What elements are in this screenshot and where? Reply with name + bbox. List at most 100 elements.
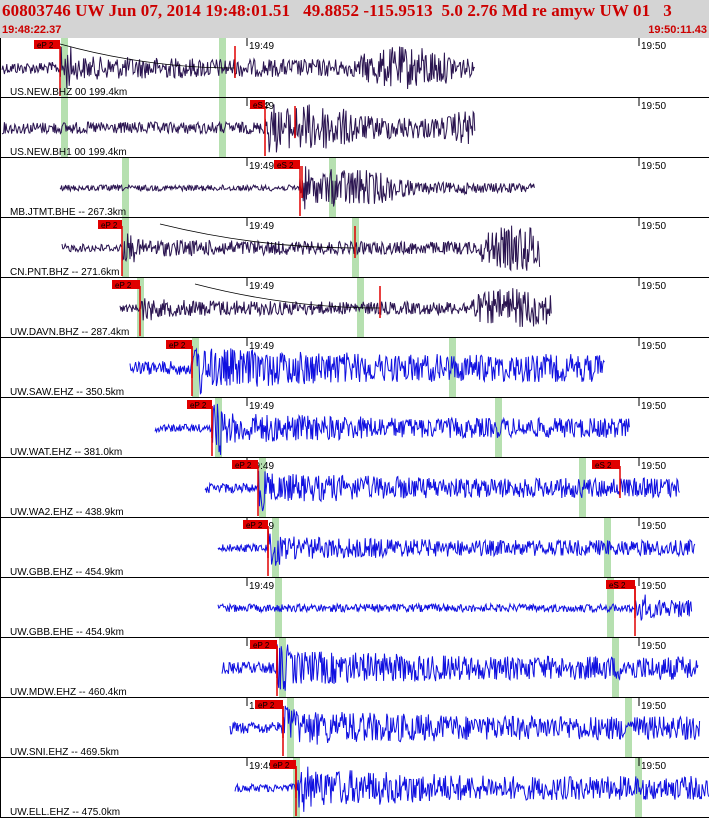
station-label: UW.MDW.EHZ -- 460.4km bbox=[10, 687, 127, 698]
pick-flag[interactable] bbox=[270, 760, 296, 769]
minute-label: 19:50 bbox=[641, 461, 666, 472]
seismogram-plot[interactable]: 19:49 19:50 eP 2 US.NEW.BHZ 00 199.4km 19:49… bbox=[0, 38, 709, 818]
station-label: UW.WAT.EHZ -- 381.0km bbox=[10, 447, 122, 458]
minute-label: 19:49 bbox=[249, 281, 274, 292]
waveform-trace bbox=[1, 46, 475, 90]
travel-time-curve bbox=[59, 43, 236, 69]
minute-label: 19:50 bbox=[641, 161, 666, 172]
minute-label: 19:50 bbox=[641, 761, 666, 772]
waveform-trace bbox=[61, 225, 541, 272]
trace-panel[interactable]: 19:49 19:50 eP 2 CN.PNT.BHZ -- 271.6km bbox=[0, 218, 709, 278]
pick-flag-label: eP 2 bbox=[258, 701, 275, 710]
pick-flag[interactable] bbox=[243, 520, 268, 529]
pick-flag-label: eP 2 bbox=[101, 221, 118, 230]
minute-label: 19:49 bbox=[249, 221, 274, 232]
pick-flag[interactable] bbox=[255, 700, 283, 709]
pick-flag-label: eP 2 bbox=[169, 341, 186, 350]
minute-label: 19:50 bbox=[641, 41, 666, 52]
pick-flag[interactable] bbox=[34, 40, 60, 49]
time-start-label: 19:48:22.37 bbox=[2, 24, 62, 36]
trace-panel[interactable]: 19:49 19:50 eP 2 UW.ELL.EHZ -- 475.0km bbox=[0, 758, 709, 818]
minute-label: 19:49 bbox=[249, 161, 274, 172]
time-window-marker bbox=[259, 458, 266, 518]
station-label: UW.SNI.EHZ -- 469.5km bbox=[10, 747, 119, 758]
station-label: MB.JTMT.BHE -- 267.3km bbox=[10, 207, 126, 218]
pick-flag-label: eP 2 bbox=[235, 461, 252, 470]
time-window-marker bbox=[61, 98, 68, 158]
pick-flag[interactable] bbox=[232, 460, 258, 469]
waveform-trace bbox=[217, 594, 693, 621]
minute-label: 19:49 bbox=[249, 341, 274, 352]
trace-panel[interactable]: 19:49 19:50 eS 2 MB.JTMT.BHE -- 267.3km bbox=[0, 158, 709, 218]
pick-flag[interactable] bbox=[166, 340, 192, 349]
minute-label: 19:50 bbox=[641, 401, 666, 412]
waveform-trace bbox=[229, 705, 701, 745]
waveform-trace bbox=[59, 166, 535, 210]
station-label: US.NEW.BHZ 00 199.4km bbox=[10, 87, 127, 98]
trace-panel[interactable]: 19:49 19:50 eP 2 UW.WAT.EHZ -- 381.0km bbox=[0, 398, 709, 458]
station-label: UW.WA2.EHZ -- 438.9km bbox=[10, 507, 124, 518]
minute-label: 19:50 bbox=[641, 581, 666, 592]
minute-label: 19:49 bbox=[249, 401, 274, 412]
pick-flag[interactable] bbox=[592, 460, 620, 469]
time-end-label: 19:50:11.43 bbox=[648, 24, 707, 36]
minute-label: 19:49 bbox=[249, 41, 274, 52]
trace-panel[interactable]: 19:49 19:50 eP 2 UW.SAW.EHZ -- 350.5km bbox=[0, 338, 709, 398]
waveform-trace bbox=[204, 470, 680, 512]
station-label: UW.SAW.EHZ -- 350.5km bbox=[10, 387, 124, 398]
pick-flag-label: eP 2 bbox=[190, 401, 207, 410]
pick-flag-label: eP 2 bbox=[246, 521, 263, 530]
time-window-marker bbox=[495, 398, 502, 458]
travel-time-curve bbox=[159, 223, 356, 249]
pick-flag[interactable] bbox=[250, 640, 277, 649]
minute-label: 19:49 bbox=[249, 581, 274, 592]
pick-flag-label: eP 2 bbox=[253, 641, 270, 650]
minute-label: 19:49 bbox=[249, 761, 274, 772]
pick-flag[interactable] bbox=[274, 160, 300, 169]
station-label: UW.GBB.EHE -- 454.9km bbox=[10, 627, 124, 638]
trace-panel[interactable]: 19:49 19:50 eS 2 UW.GBB.EHE -- 454.9km bbox=[0, 578, 709, 638]
trace-panel[interactable]: 19:49 19:50 eP 2 eS 2 UW.WA2.EHZ -- 438.9km bbox=[0, 458, 709, 518]
station-label: UW.GBB.EHZ -- 454.9km bbox=[10, 567, 123, 578]
header-bar: 60803746 UW Jun 07, 2014 19:48:01.51 49.… bbox=[0, 0, 709, 38]
pick-flag-label: eS 2 bbox=[277, 161, 294, 170]
event-title: 60803746 UW Jun 07, 2014 19:48:01.51 49.… bbox=[2, 1, 672, 20]
pick-flag[interactable] bbox=[187, 400, 212, 409]
minute-label: 19:49 bbox=[249, 461, 274, 472]
trace-panel[interactable]: 19:49 19:50 eP 2 UW.DAVN.BHZ -- 287.4km bbox=[0, 278, 709, 338]
pick-flag-label: eS 2 bbox=[609, 581, 626, 590]
waveform-trace bbox=[154, 403, 630, 456]
pick-flag-label: eS 2 bbox=[253, 101, 270, 110]
minute-label: 19:50 bbox=[641, 101, 666, 112]
time-window-marker bbox=[122, 218, 129, 278]
waveform-trace bbox=[119, 288, 552, 327]
station-label: UW.DAVN.BHZ -- 287.4km bbox=[10, 327, 129, 338]
travel-time-curve bbox=[194, 283, 381, 309]
waveform-trace bbox=[1, 104, 476, 153]
pick-flag[interactable] bbox=[250, 100, 265, 109]
station-label: UW.ELL.EHZ -- 475.0km bbox=[10, 807, 120, 818]
minute-label: 19:50 bbox=[641, 521, 666, 532]
time-window-marker bbox=[272, 518, 279, 578]
time-window-marker bbox=[192, 338, 199, 398]
trace-panel[interactable]: 19:49 19:50 eP 2 US.NEW.BHZ 00 199.4km bbox=[0, 38, 709, 98]
waveform-trace bbox=[217, 530, 696, 566]
station-label: CN.PNT.BHZ -- 271.6km bbox=[10, 267, 119, 278]
pick-flag-label: eS 2 bbox=[595, 461, 612, 470]
time-window-marker bbox=[612, 638, 619, 698]
minute-label: 19:50 bbox=[641, 641, 666, 652]
pick-flag-label: eP 2 bbox=[115, 281, 132, 290]
minute-label: 19:50 bbox=[641, 281, 666, 292]
pick-flag[interactable] bbox=[98, 220, 122, 229]
minute-label: 19:50 bbox=[641, 701, 666, 712]
pick-flag[interactable] bbox=[112, 280, 140, 289]
station-label: US.NEW.BH1 00 199.4km bbox=[10, 147, 127, 158]
minute-label: 19:50 bbox=[641, 221, 666, 232]
time-window-marker bbox=[625, 698, 632, 758]
waveform-trace bbox=[221, 644, 699, 691]
pick-flag[interactable] bbox=[606, 580, 635, 589]
